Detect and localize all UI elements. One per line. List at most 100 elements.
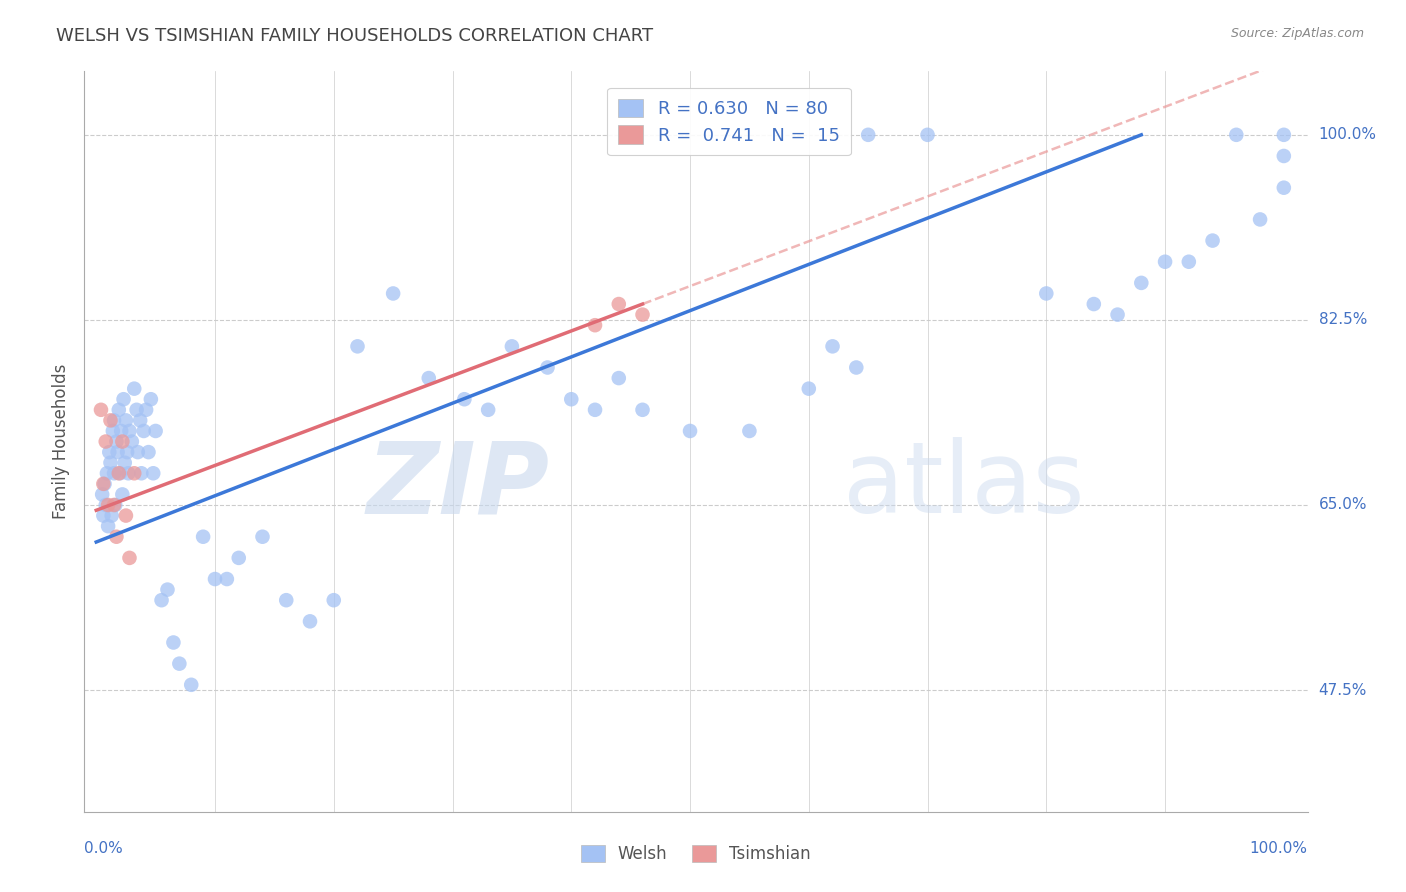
Point (103, 413, 125, 427)
Point (631, 402, 654, 417)
Text: 65.0%: 65.0% (1319, 498, 1367, 513)
Y-axis label: Family Households: Family Households (52, 364, 70, 519)
Point (156, 582, 179, 597)
Point (738, 424, 761, 438)
Point (100, 456, 122, 470)
Point (97, 519, 120, 533)
Point (110, 424, 132, 438)
Point (180, 678, 202, 692)
Point (583, 318, 606, 333)
Text: ZIP: ZIP (366, 437, 550, 534)
Text: atlas: atlas (842, 437, 1084, 534)
Point (127, 445, 149, 459)
Point (1107, 308, 1129, 322)
Point (679, 424, 702, 438)
Point (418, 371, 440, 385)
Point (118, 550, 141, 565)
Point (346, 339, 368, 353)
Point (94, 434, 117, 449)
Point (453, 392, 475, 407)
Point (139, 392, 162, 407)
Point (101, 424, 124, 438)
Point (1035, 286, 1057, 301)
Point (129, 413, 152, 427)
Point (215, 572, 238, 586)
Point (111, 434, 134, 449)
Point (97, 498, 120, 512)
Point (501, 339, 523, 353)
Point (107, 467, 129, 481)
Point (98, 445, 121, 459)
Point (607, 297, 630, 311)
Point (1201, 234, 1223, 248)
Point (797, 382, 820, 396)
Point (118, 424, 141, 438)
Point (322, 593, 344, 607)
Point (845, 360, 868, 375)
Point (204, 572, 226, 586)
Point (100, 508, 122, 523)
Point (631, 308, 654, 322)
Point (114, 456, 136, 470)
Point (103, 498, 125, 512)
Text: WELSH VS TSIMSHIAN FAMILY HOUSEHOLDS CORRELATION CHART: WELSH VS TSIMSHIAN FAMILY HOUSEHOLDS COR… (56, 27, 654, 45)
Point (115, 445, 138, 459)
Text: 0.0%: 0.0% (84, 841, 124, 856)
Point (1225, 128, 1247, 142)
Point (105, 434, 128, 449)
Point (96, 467, 118, 481)
Point (169, 657, 191, 671)
Point (107, 402, 129, 417)
Point (122, 382, 145, 396)
Point (145, 424, 167, 438)
Point (104, 498, 127, 512)
Point (117, 467, 139, 481)
Point (100, 413, 122, 427)
Legend: Welsh, Tsimshian: Welsh, Tsimshian (575, 838, 817, 870)
Point (93, 508, 115, 523)
Point (917, 128, 939, 142)
Point (228, 550, 250, 565)
Point (135, 402, 157, 417)
Point (1178, 254, 1201, 268)
Point (108, 467, 131, 481)
Point (607, 371, 630, 385)
Point (105, 530, 128, 544)
Point (162, 635, 184, 649)
Point (103, 467, 125, 481)
Point (115, 413, 138, 427)
Point (1083, 297, 1105, 311)
Point (1272, 180, 1295, 194)
Point (142, 467, 165, 481)
Point (112, 392, 135, 407)
Point (132, 424, 155, 438)
Point (477, 402, 499, 417)
Point (382, 286, 405, 301)
Point (821, 339, 844, 353)
Point (90, 402, 112, 417)
Point (115, 508, 138, 523)
Text: 100.0%: 100.0% (1250, 841, 1308, 856)
Point (536, 360, 558, 375)
Point (191, 530, 214, 544)
Point (93, 476, 115, 491)
Point (1272, 149, 1295, 163)
Point (94, 498, 117, 512)
Text: 82.5%: 82.5% (1319, 312, 1367, 327)
Point (298, 615, 321, 629)
Text: Source: ZipAtlas.com: Source: ZipAtlas.com (1230, 27, 1364, 40)
Point (93, 476, 115, 491)
Point (122, 467, 145, 481)
Point (252, 530, 274, 544)
Point (121, 434, 143, 449)
Point (107, 445, 129, 459)
Point (111, 487, 134, 501)
Point (1272, 128, 1295, 142)
Point (1130, 276, 1153, 290)
Point (91, 487, 114, 501)
Point (1249, 212, 1271, 227)
Text: 47.5%: 47.5% (1319, 682, 1367, 698)
Point (1154, 254, 1177, 268)
Point (560, 392, 582, 407)
Point (276, 593, 298, 607)
